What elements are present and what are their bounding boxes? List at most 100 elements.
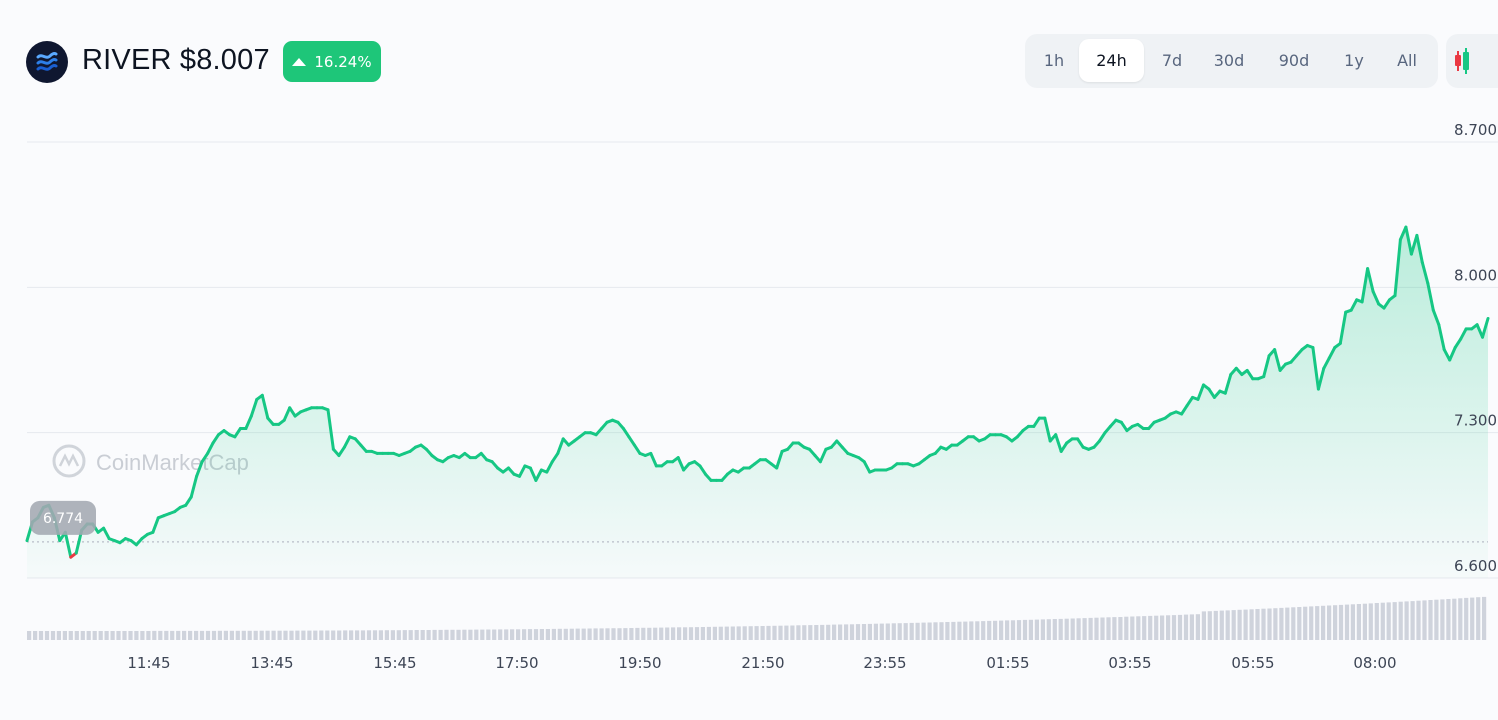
- volume-bar: [1327, 605, 1332, 640]
- volume-bar: [671, 627, 676, 640]
- price-line-segment: [282, 406, 292, 422]
- y-tick-label: 6.600: [1454, 557, 1497, 575]
- volume-bar: [1010, 620, 1016, 640]
- x-tick-label: 19:50: [618, 654, 661, 672]
- price-line-segment: [233, 427, 242, 439]
- price-line-segment: [518, 464, 527, 478]
- volume-bar: [909, 622, 914, 640]
- range-1y-button[interactable]: 1y: [1344, 51, 1364, 70]
- volume-bar: [74, 631, 79, 640]
- volume-bar: [981, 621, 986, 640]
- volume-bar: [683, 627, 688, 640]
- volume-bar: [1160, 615, 1165, 640]
- x-tick-label: 15:45: [373, 654, 416, 672]
- volume-bar: [1243, 609, 1248, 640]
- range-90d-button[interactable]: 90d: [1278, 51, 1310, 70]
- volume-bar: [486, 629, 491, 640]
- price-line-segment: [1185, 395, 1194, 408]
- volume-bar: [146, 631, 151, 640]
- volume-bar: [784, 625, 789, 640]
- volume-bar: [1416, 600, 1421, 640]
- volume-bar: [1225, 610, 1230, 640]
- price-line-segment: [63, 530, 73, 559]
- range-1h-button[interactable]: 1h: [1043, 51, 1065, 70]
- volume-bar: [1076, 618, 1081, 640]
- volume-bar: [993, 620, 998, 640]
- price-line-segment: [1032, 416, 1041, 428]
- volume-bar: [259, 630, 264, 640]
- volume-bar: [623, 628, 628, 640]
- x-axis: 11:45 13:45 15:45 17:50 19:50 21:50 23:55 01:55…: [127, 654, 1396, 672]
- reference-price-label: 6.774: [30, 500, 96, 535]
- volume-bar: [194, 630, 199, 640]
- volume-bar: [1321, 605, 1326, 640]
- price-line-segment: [1442, 348, 1452, 362]
- volume-bar: [343, 630, 348, 640]
- volume-bar: [480, 629, 485, 640]
- river-logo-icon: [26, 41, 68, 83]
- range-all-button[interactable]: All: [1397, 51, 1417, 70]
- price-line: [25, 225, 1490, 559]
- volume-bar: [1207, 611, 1212, 640]
- volume-bar: [527, 629, 533, 640]
- volume-bar: [1154, 615, 1159, 640]
- volume-bar: [694, 627, 700, 640]
- volume-bar: [754, 626, 759, 640]
- y-tick-label: 8.000: [1454, 266, 1497, 284]
- volume-bar: [337, 630, 342, 640]
- volume-bar: [838, 624, 843, 640]
- volume-bar: [253, 630, 258, 640]
- reference-label-bg: [30, 500, 96, 535]
- volume-bar: [849, 624, 855, 640]
- price-line-segment: [698, 464, 707, 476]
- chart-type-toggle[interactable]: [1446, 34, 1498, 88]
- coinmarketcap-logo-mark: [58, 453, 80, 467]
- price-line-segment: [1453, 337, 1463, 349]
- price-line-segment: [1245, 368, 1255, 381]
- price-area-fill: [27, 227, 1488, 578]
- x-tick-label: 05:55: [1231, 654, 1274, 672]
- price-line-segment: [1338, 310, 1348, 345]
- range-30d-button[interactable]: 30d: [1213, 51, 1245, 70]
- volume-bar: [802, 625, 807, 640]
- volume-bar: [295, 630, 300, 640]
- volume-bar: [873, 623, 878, 640]
- price-line-segment: [288, 406, 297, 418]
- price-line-segment: [550, 451, 560, 464]
- volume-bar: [1255, 609, 1260, 640]
- volume-bar: [951, 621, 956, 640]
- volume-bar: [724, 626, 729, 640]
- volume-bar: [301, 630, 306, 640]
- price-line-segment: [1448, 346, 1457, 362]
- price-line-segment: [1054, 433, 1063, 453]
- price-change-badge: 16.24%: [283, 41, 381, 82]
- candlestick-icon: [1455, 48, 1469, 74]
- volume-bar: [510, 629, 515, 640]
- volume-bar: [885, 623, 890, 640]
- volume-bar: [1315, 606, 1320, 640]
- volume-bar: [1136, 616, 1141, 640]
- volume-bar: [641, 627, 646, 640]
- volume-bar: [826, 624, 831, 640]
- volume-bar: [677, 627, 682, 640]
- range-24h-button[interactable]: 24h: [1079, 39, 1144, 82]
- volume-bar: [1279, 607, 1284, 640]
- volume-bar: [134, 631, 139, 640]
- price-line-segment: [1223, 373, 1233, 395]
- price-line-segment: [1481, 317, 1490, 339]
- price-line-segment: [1207, 387, 1216, 399]
- volume-bar: [933, 622, 938, 640]
- range-7d-button[interactable]: 7d: [1161, 51, 1183, 70]
- volume-bar: [629, 628, 634, 640]
- volume-bar: [700, 627, 705, 640]
- volume-bar: [808, 625, 813, 640]
- price-line-segment: [1371, 290, 1381, 306]
- volume-bar: [1171, 615, 1177, 640]
- volume-bar: [1166, 615, 1171, 640]
- volume-bar: [217, 630, 222, 640]
- time-range-selector: 1h 24h 7d 30d 90d 1y All: [1025, 34, 1438, 88]
- volume-bar: [1046, 619, 1051, 640]
- volume-bar: [1267, 608, 1272, 640]
- volume-bar: [44, 631, 50, 640]
